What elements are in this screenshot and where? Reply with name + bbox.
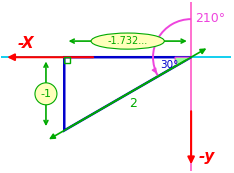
Ellipse shape: [91, 33, 164, 49]
Text: -1.732...: -1.732...: [108, 36, 148, 46]
Text: 30°: 30°: [160, 60, 179, 70]
Text: -y: -y: [198, 149, 215, 164]
Text: -X: -X: [18, 36, 35, 51]
Polygon shape: [175, 57, 191, 65]
Circle shape: [35, 83, 57, 105]
Text: 210°: 210°: [195, 12, 226, 25]
Text: 2: 2: [129, 97, 137, 110]
Text: -1: -1: [40, 89, 51, 99]
